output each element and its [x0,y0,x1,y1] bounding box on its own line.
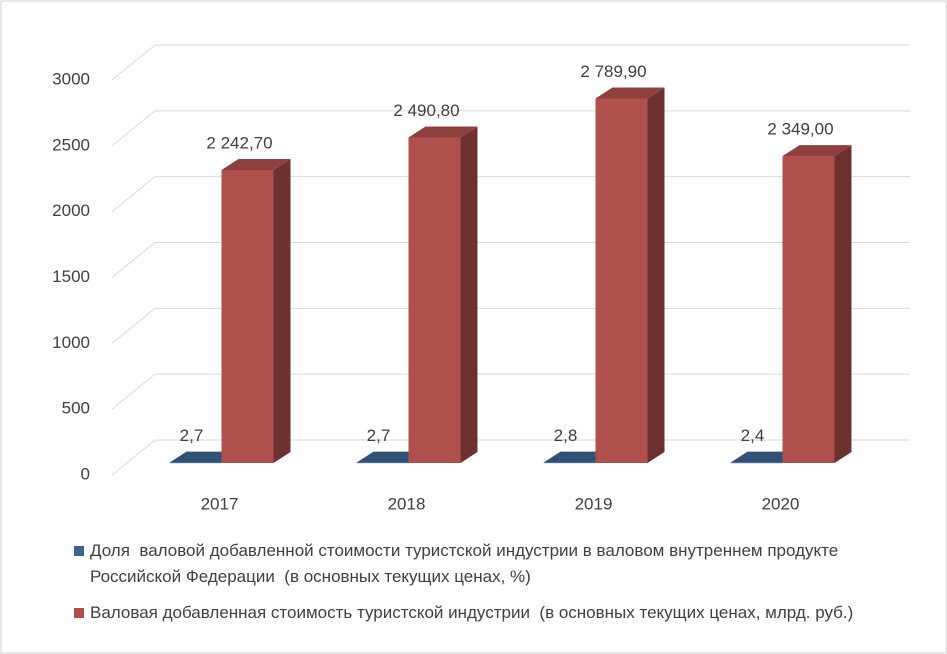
value-label: 2,4 [741,426,765,445]
bar-front [169,462,222,464]
y-tick-label: 0 [81,464,90,483]
bar [221,158,291,464]
value-label: 2 242,70 [206,133,272,152]
bar-front [408,137,461,463]
legend-swatch [74,546,84,556]
bar-top [730,451,800,463]
value-label: 2,8 [554,426,578,445]
x-tick-label: 2019 [575,494,613,513]
bar-top [356,451,426,463]
bar-top [408,126,478,138]
y-tick-label: 2500 [52,135,90,154]
bar-front [356,462,409,464]
bar-side [273,158,291,464]
grid-line [111,44,910,81]
legend-label: Валовая добавленная стоимость туристской… [90,603,854,622]
legend-label: Доля валовой добавленной стоимости турис… [90,541,843,586]
y-tick-label: 1000 [52,333,90,352]
bar-top [221,158,291,170]
bar-top [543,451,613,463]
legend-swatch [74,608,84,618]
bar-front [221,169,274,464]
x-tick-label: 2017 [201,494,239,513]
value-label: 2 789,90 [580,62,646,81]
bar-top [782,145,852,157]
bar-front [730,462,783,464]
y-tick-label: 500 [62,399,90,418]
bar-side [834,145,852,463]
bar-side [460,126,478,464]
legend-item: Доля валовой добавленной стоимости турис… [70,538,920,590]
value-label: 2 490,80 [393,101,459,120]
value-label: 2 349,00 [767,120,833,139]
bar [782,145,852,463]
y-tick-label: 2000 [52,201,90,220]
bar-top [595,87,665,99]
bar-front [543,462,596,464]
value-label: 2,7 [367,426,391,445]
y-tick-label: 1500 [52,267,90,286]
x-tick-label: 2020 [762,494,800,513]
bar-side [647,87,665,463]
x-tick-label: 2018 [388,494,426,513]
bar [408,126,478,464]
bar-front [782,156,835,463]
value-label: 2,7 [180,426,204,445]
bar [595,87,665,463]
bar-top [169,451,239,463]
legend-item: Валовая добавленная стоимость туристской… [70,600,920,626]
bar-front [595,98,648,463]
y-tick-label: 3000 [52,69,90,88]
